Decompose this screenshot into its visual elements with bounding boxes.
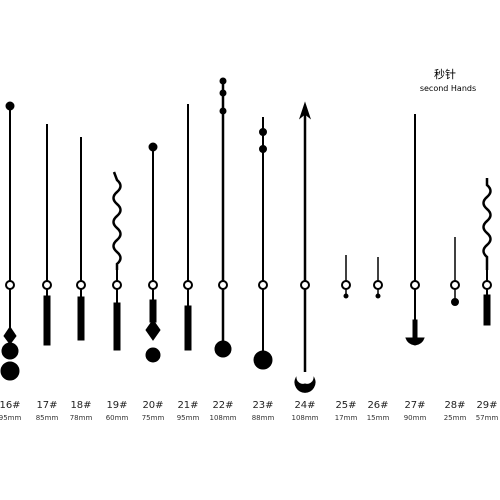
item-length: 15mm (367, 414, 390, 422)
item-label: 19# (106, 400, 127, 411)
item-length: 57mm (476, 414, 499, 422)
item-label: 17# (36, 400, 57, 411)
item-length: 25mm (444, 414, 467, 422)
pivot (76, 280, 86, 290)
pivot (5, 280, 15, 290)
item-label: 28# (444, 400, 465, 411)
item-length: 90mm (404, 414, 427, 422)
item-label: 16# (0, 400, 21, 411)
item-length: 78mm (70, 414, 93, 422)
pivot (148, 280, 158, 290)
item-length: 75mm (142, 414, 165, 422)
item-label: 26# (367, 400, 388, 411)
item-label: 27# (404, 400, 425, 411)
item-length: 108mm (210, 414, 237, 422)
pivot (450, 280, 460, 290)
item-label: 21# (177, 400, 198, 411)
pivot (42, 280, 52, 290)
item-label: 25# (335, 400, 356, 411)
pivot (341, 280, 351, 290)
item-length: 108mm (292, 414, 319, 422)
item-length: 95mm (177, 414, 200, 422)
pivot (300, 280, 310, 290)
pivots (5, 280, 492, 290)
pivot (482, 280, 492, 290)
pivot (258, 280, 268, 290)
pivot (373, 280, 383, 290)
labels: 16# 95mm 17# 85mm 18# 78mm 19# 60mm 20# 75mm 21# 95… (0, 400, 498, 422)
hands (0, 77, 492, 393)
item-label: 20# (142, 400, 163, 411)
item-length: 60mm (106, 414, 129, 422)
item-length: 88mm (252, 414, 275, 422)
pivot (112, 280, 122, 290)
title: 秒针 (434, 67, 456, 81)
item-length: 85mm (36, 414, 59, 422)
item-label: 29# (476, 400, 497, 411)
pivot (183, 280, 193, 290)
subtitle: second Hands (420, 84, 476, 93)
pivot (218, 280, 228, 290)
pivot (410, 280, 420, 290)
item-label: 18# (70, 400, 91, 411)
item-label: 24# (294, 400, 315, 411)
item-label: 23# (252, 400, 273, 411)
item-label: 22# (212, 400, 233, 411)
item-length: 95mm (0, 414, 21, 422)
item-length: 17mm (335, 414, 358, 422)
